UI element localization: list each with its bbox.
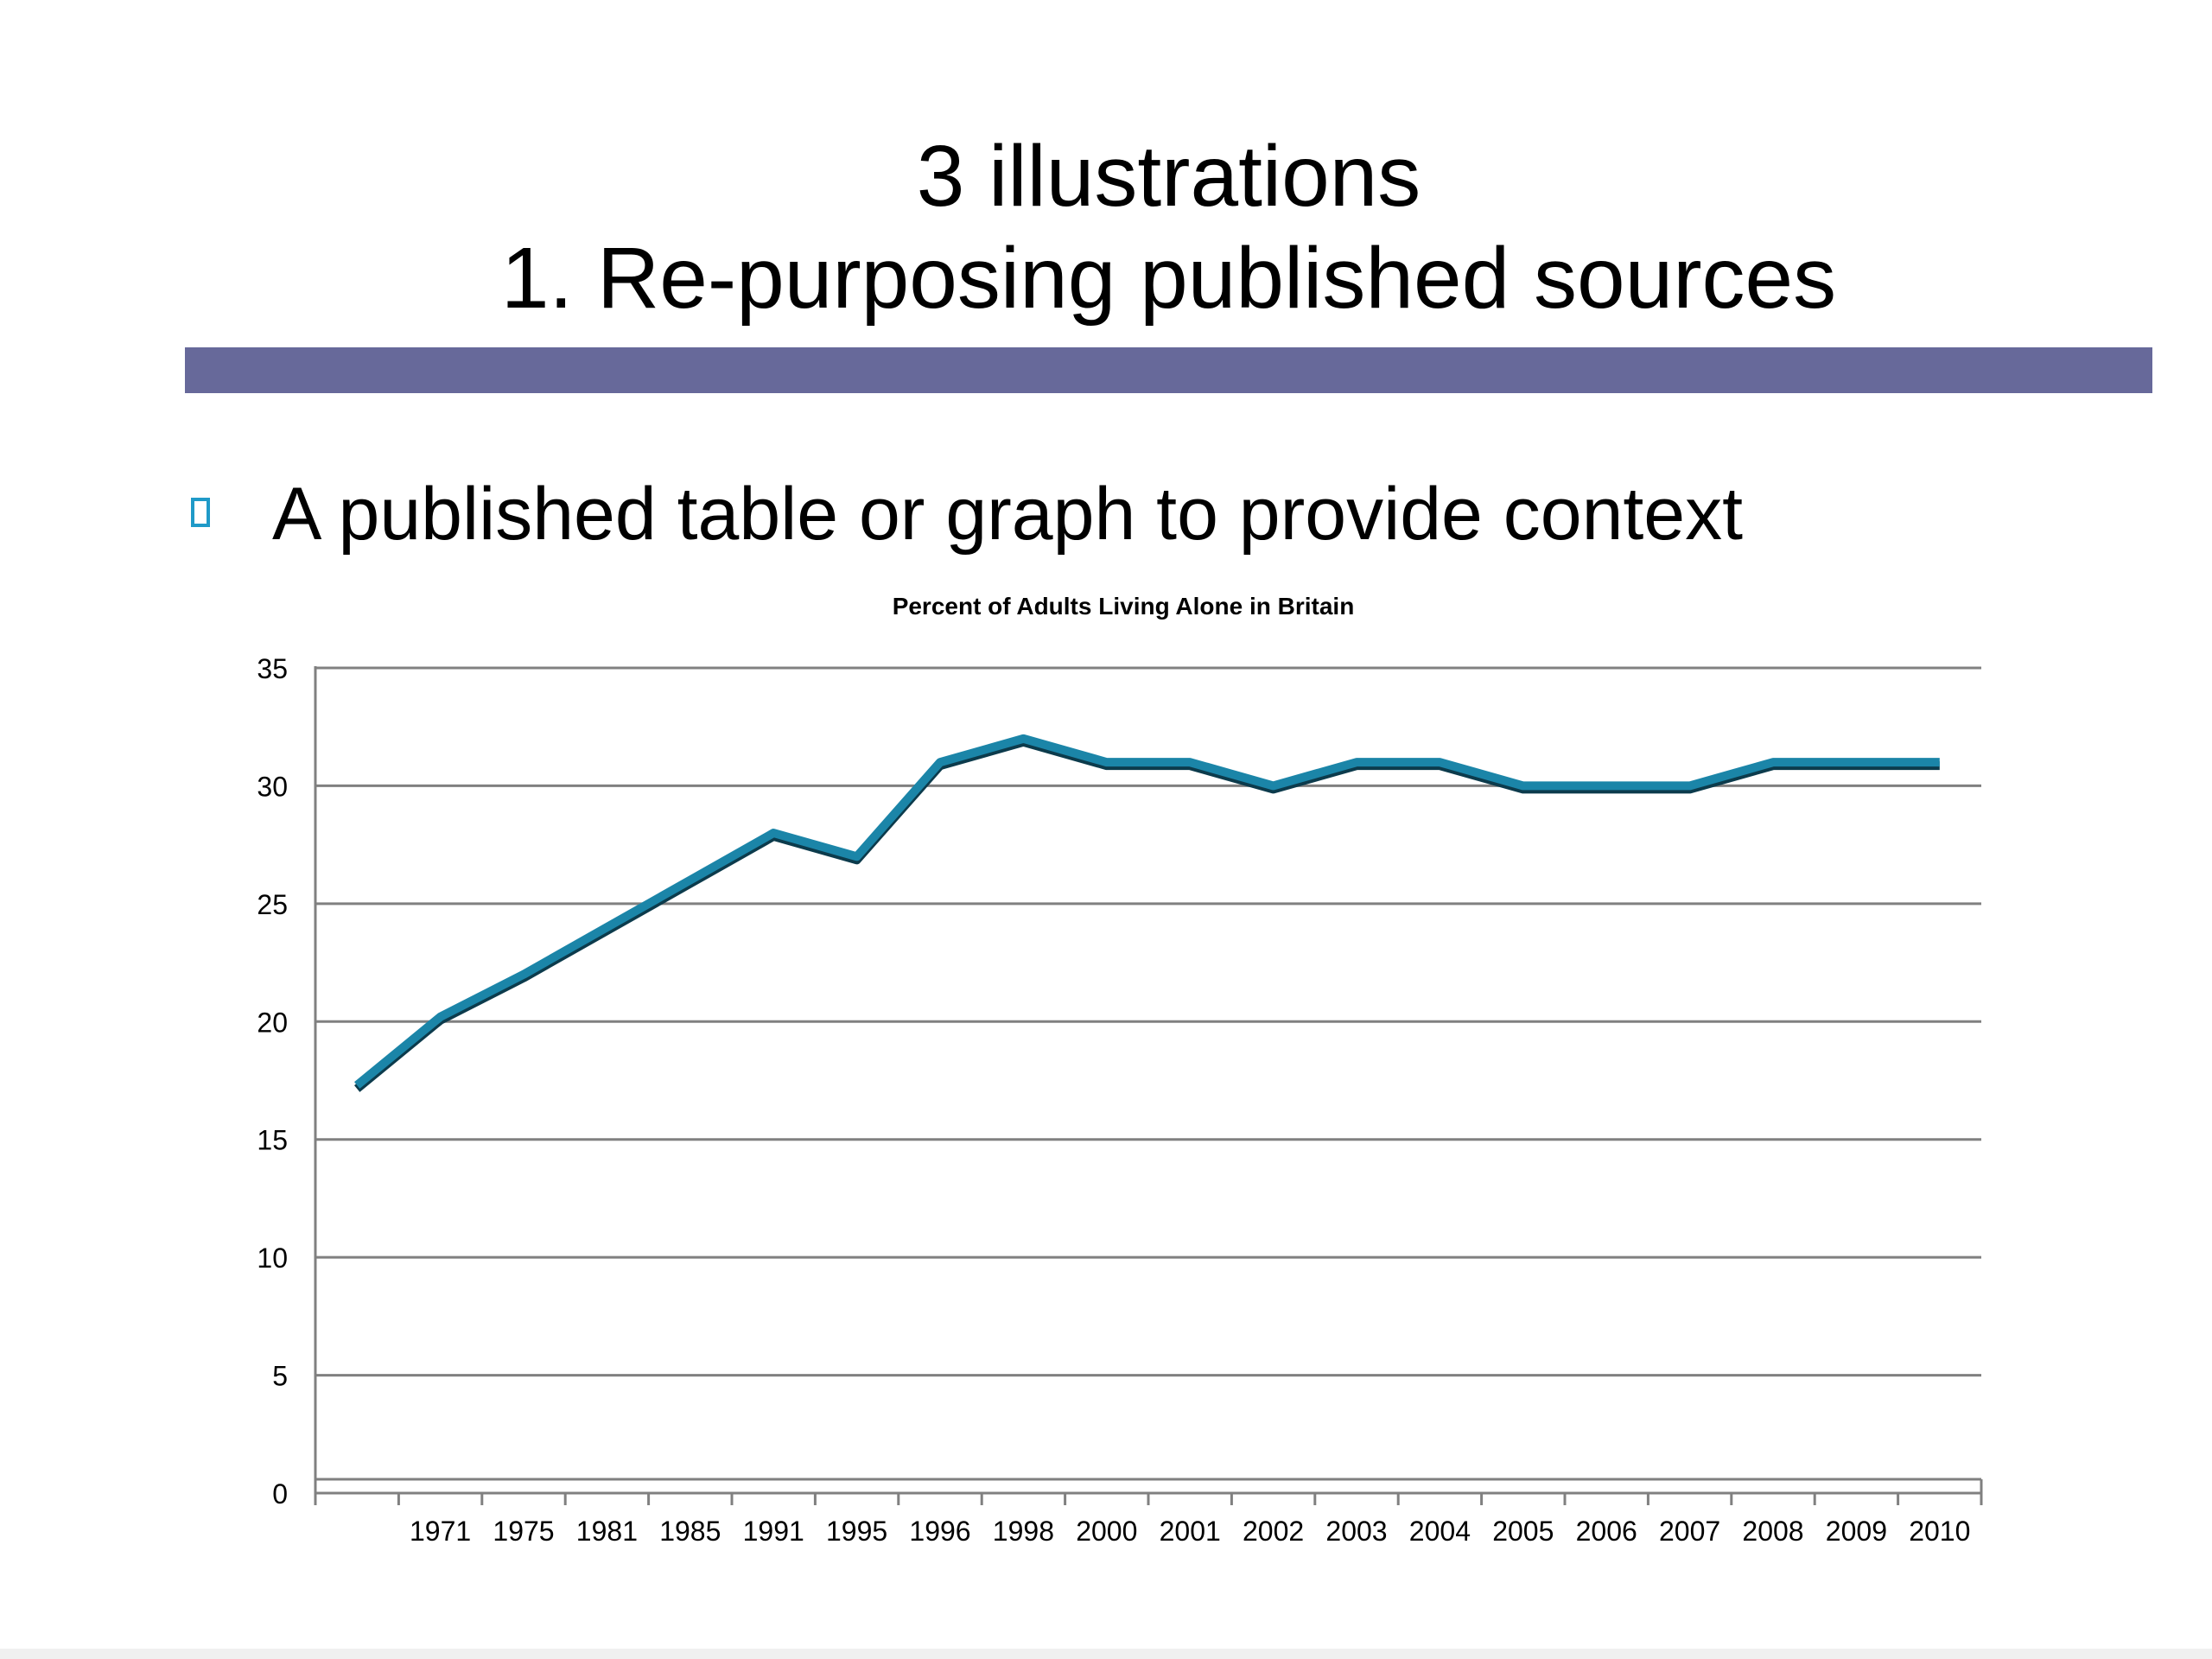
x-tick-label: 2002 [1243,1516,1304,1547]
y-tick-label: 10 [257,1243,288,1274]
x-tick-label: 1998 [993,1516,1054,1547]
x-tick-label: 2004 [1409,1516,1471,1547]
y-tick-label: 0 [272,1478,288,1510]
x-tick-label: 2007 [1659,1516,1720,1547]
x-tick-label: 2006 [1576,1516,1637,1547]
y-tick-label: 15 [257,1125,288,1156]
x-tick-label: 2001 [1160,1516,1221,1547]
x-tick-label: 1981 [576,1516,638,1547]
x-tick-label: 1975 [493,1516,554,1547]
x-tick-label: 2010 [1909,1516,1970,1547]
axis-layer [314,666,1983,1505]
slide-title: 3 illustrations 1. Re-purposing publishe… [186,125,2152,329]
y-tick-label: 30 [257,771,288,802]
title-line-2: 1. Re-purposing published sources [500,230,1837,327]
y-tick-label: 5 [272,1361,288,1392]
y-tick-label: 25 [257,889,288,920]
x-tick-label: 1991 [743,1516,804,1547]
y-tick-label: 35 [257,653,288,684]
bottom-strip [0,1649,2212,1659]
tick-label-layer: 0 5 10 15 20 25 30 35 1971 1975 1981 1985 1991 1995 19… [257,653,1970,1547]
x-tick-label: 2003 [1325,1516,1387,1547]
x-tick-label: 1985 [659,1516,721,1547]
x-tick-label: 2000 [1076,1516,1137,1547]
x-tick-label: 2008 [1742,1516,1803,1547]
x-tick-label: 1971 [410,1516,471,1547]
square-bullet-icon [191,498,210,527]
x-tick-label: 1996 [909,1516,970,1547]
title-line-1: 3 illustrations [916,128,1421,225]
chart-title: Percent of Adults Living Alone in Britai… [893,593,1355,620]
series-layer [354,734,1940,1092]
y-tick-label: 20 [257,1007,288,1038]
x-tick-label: 2009 [1826,1516,1887,1547]
grid-layer [315,666,1981,1377]
bullet-text: A published table or graph to provide co… [272,473,1744,556]
title-underline-bar [185,347,2152,393]
series-line [354,734,1940,1089]
x-tick-label: 1995 [826,1516,887,1547]
x-tick-label: 2005 [1492,1516,1554,1547]
series-line-shadow [354,737,1940,1092]
